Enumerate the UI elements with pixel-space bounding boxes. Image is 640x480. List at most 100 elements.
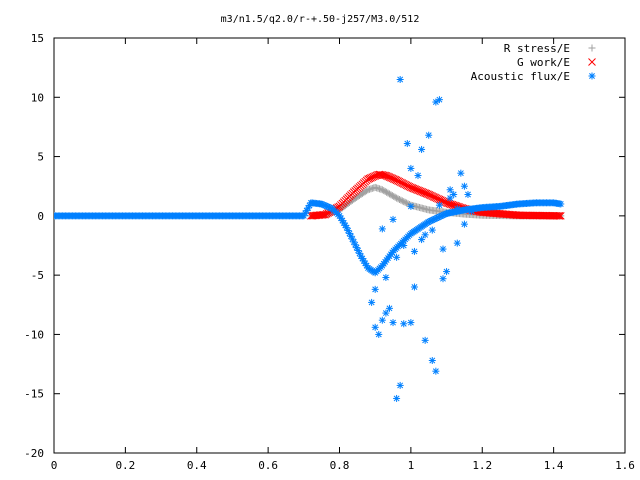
data-point xyxy=(403,140,411,148)
data-point xyxy=(555,211,564,220)
legend-marker xyxy=(588,72,596,80)
data-point xyxy=(393,253,401,261)
data-point xyxy=(428,226,436,234)
x-tick-label: 1.6 xyxy=(615,459,635,472)
data-point xyxy=(343,224,351,232)
data-point xyxy=(319,210,328,219)
y-tick-label: -5 xyxy=(31,269,44,282)
data-point xyxy=(421,231,429,239)
data-point xyxy=(410,283,418,291)
data-point xyxy=(445,199,454,208)
data-point xyxy=(400,320,408,328)
x-tick-label: 1.2 xyxy=(472,459,492,472)
data-point xyxy=(446,194,454,202)
x-tick-label: 0.2 xyxy=(115,459,135,472)
data-point xyxy=(385,304,393,312)
data-point xyxy=(407,319,415,327)
y-tick-label: -10 xyxy=(24,328,44,341)
data-point xyxy=(403,199,411,207)
data-point xyxy=(443,268,451,276)
data-point xyxy=(407,164,415,172)
data-point xyxy=(448,200,457,209)
data-point xyxy=(385,190,393,198)
data-point xyxy=(395,195,403,203)
data-point xyxy=(381,187,389,195)
data-point xyxy=(435,96,443,104)
data-point xyxy=(432,367,440,375)
data-point xyxy=(446,186,454,194)
data-point xyxy=(355,249,363,257)
data-point xyxy=(439,245,447,253)
data-point xyxy=(388,192,396,200)
data-point xyxy=(400,198,408,206)
data-point xyxy=(414,172,422,180)
data-point xyxy=(432,98,440,106)
y-tick-label: -15 xyxy=(24,388,44,401)
data-point xyxy=(401,198,409,206)
data-point xyxy=(460,182,468,190)
y-tick-label: -20 xyxy=(24,447,44,460)
data-point xyxy=(397,196,405,204)
data-point xyxy=(382,274,390,282)
data-point xyxy=(425,131,433,139)
data-point xyxy=(464,191,472,199)
data-point xyxy=(378,186,386,194)
plot-frame xyxy=(53,37,626,454)
chart-title: m3/n1.5/q2.0/r-+.50-j257/M3.0/512 xyxy=(221,14,420,25)
data-point xyxy=(410,247,418,255)
series-2 xyxy=(54,76,565,402)
x-tick-label: 0.6 xyxy=(258,459,278,472)
data-point xyxy=(418,236,426,244)
data-point xyxy=(363,187,371,195)
data-point xyxy=(383,188,391,196)
data-point xyxy=(379,171,388,180)
data-marks xyxy=(54,76,565,402)
x-axis: 0 0.2 0.4 0.6 0.8 1 1.2 1.4 1.6 xyxy=(51,38,635,472)
data-point xyxy=(387,191,395,199)
data-point xyxy=(389,215,397,223)
data-point xyxy=(468,207,476,215)
data-point xyxy=(439,275,447,283)
data-point xyxy=(407,202,415,210)
series-1 xyxy=(307,170,565,220)
x-tick-label: 1 xyxy=(408,459,415,472)
data-point xyxy=(396,381,404,389)
x-tick-label: 1.4 xyxy=(544,459,564,472)
data-point xyxy=(378,225,386,233)
data-point xyxy=(384,189,392,197)
data-point xyxy=(398,197,406,205)
data-point xyxy=(400,242,408,249)
data-point xyxy=(418,145,426,153)
data-point xyxy=(371,323,379,331)
data-point xyxy=(393,194,401,202)
data-point xyxy=(378,316,386,324)
data-point xyxy=(428,357,436,365)
data-point xyxy=(450,191,458,199)
x-tick-label: 0 xyxy=(51,459,58,472)
y-tick-label: 10 xyxy=(31,91,44,104)
data-point xyxy=(442,198,451,207)
y-tick-label: 0 xyxy=(37,210,44,223)
y-axis: 15 10 5 0 -5 -10 -15 -20 xyxy=(24,32,625,460)
data-point xyxy=(381,171,390,180)
legend-marker xyxy=(588,58,596,66)
x-tick-label: 0.4 xyxy=(187,459,207,472)
data-point xyxy=(453,239,461,247)
y-tick-label: 5 xyxy=(37,151,44,164)
data-point xyxy=(446,200,455,209)
data-point xyxy=(421,336,429,344)
legend-label: G work/E xyxy=(517,56,570,69)
data-point xyxy=(435,201,443,209)
data-point xyxy=(460,220,468,228)
data-point xyxy=(396,76,404,83)
data-point xyxy=(382,309,390,317)
legend-label: R stress/E xyxy=(504,42,570,55)
data-point xyxy=(453,205,461,213)
x-tick-label: 0.8 xyxy=(330,459,350,472)
data-point xyxy=(380,187,388,195)
data-point xyxy=(393,394,401,402)
data-point xyxy=(368,298,376,306)
data-point xyxy=(557,200,565,208)
